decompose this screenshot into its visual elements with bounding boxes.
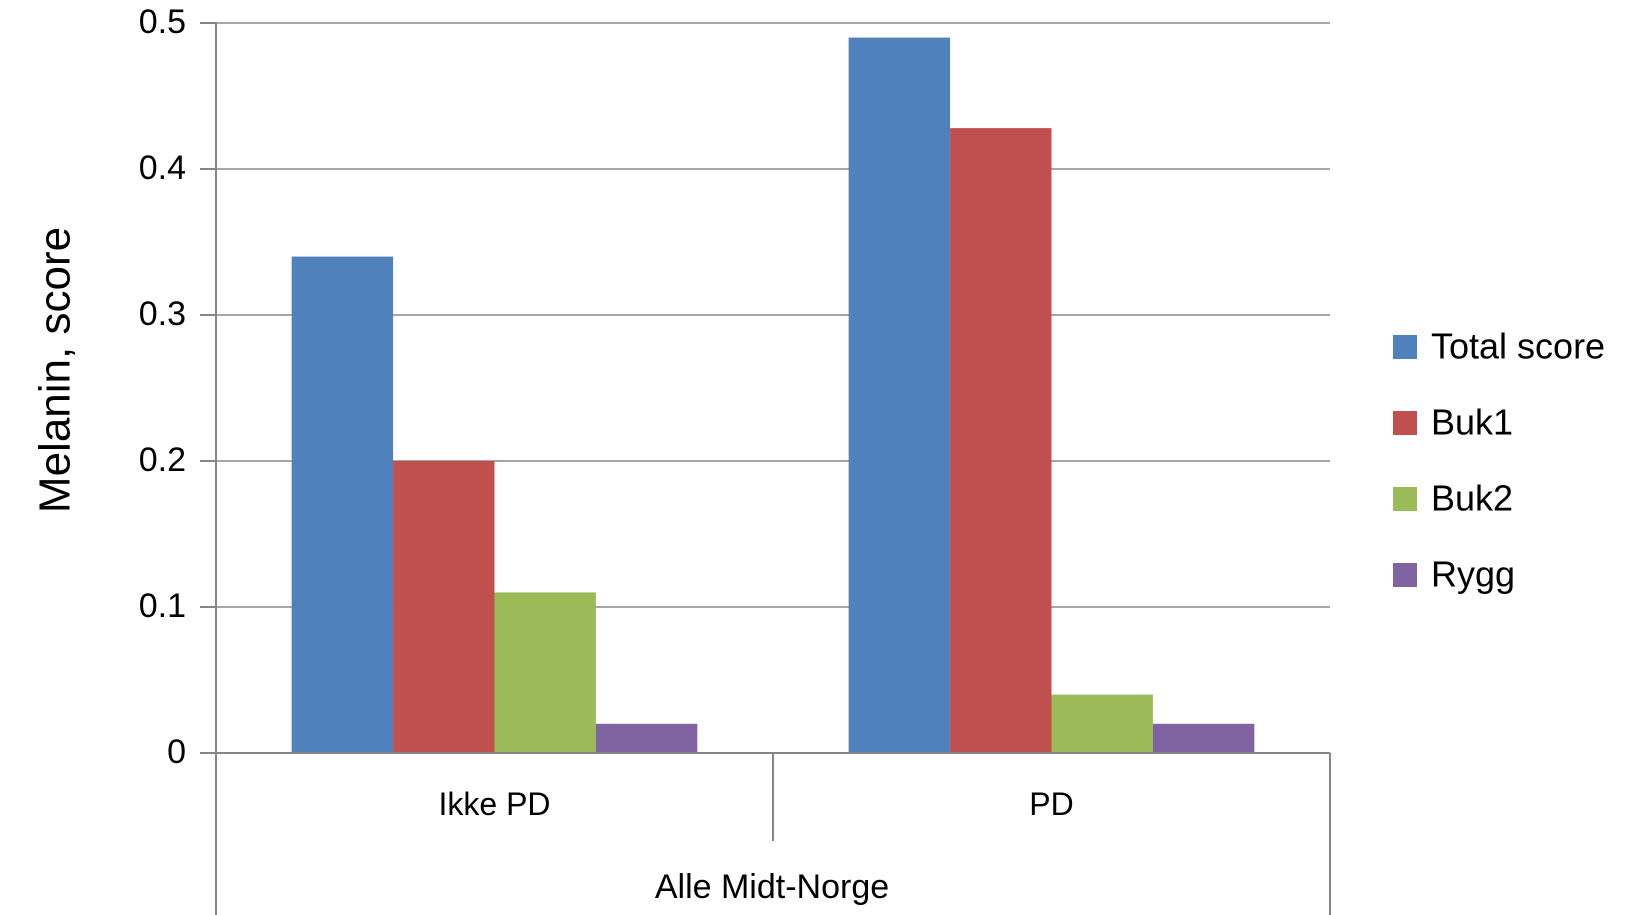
axes — [200, 22, 1331, 915]
y-tick-label: 0.5 — [139, 3, 186, 41]
legend-label: Total score — [1431, 326, 1605, 367]
y-tick-label: 0.4 — [139, 149, 186, 187]
bar — [494, 592, 596, 753]
legend-swatch — [1393, 335, 1417, 359]
legend-label: Buk1 — [1431, 402, 1513, 443]
group-label: Alle Midt-Norge — [655, 868, 889, 906]
y-tick-label: 0.3 — [139, 295, 186, 333]
bar — [848, 37, 951, 754]
y-tick-label: 0.2 — [139, 441, 186, 479]
category-label: Ikke PD — [438, 786, 550, 822]
legend: Total score Buk1 Buk2 Rygg — [1393, 326, 1605, 595]
bar — [1051, 694, 1153, 753]
category-label: PD — [1029, 786, 1073, 822]
legend-swatch — [1393, 487, 1417, 511]
bar — [393, 461, 495, 753]
legend-label: Buk2 — [1431, 478, 1513, 519]
bar — [291, 256, 394, 753]
bars — [291, 37, 1255, 754]
legend-swatch — [1393, 563, 1417, 587]
y-tick-label: 0.1 — [139, 587, 186, 625]
bar — [950, 128, 1052, 753]
y-tick-label: 0 — [167, 733, 186, 771]
bar — [595, 723, 698, 753]
legend-label: Rygg — [1431, 554, 1515, 595]
y-axis-label: Melanin, score — [31, 227, 80, 513]
bar — [1152, 723, 1255, 753]
y-tick-labels: 0 0.1 0.2 0.3 0.4 0.5 — [139, 3, 186, 771]
legend-swatch — [1393, 411, 1417, 435]
category-labels: Ikke PD PD — [438, 786, 1073, 822]
